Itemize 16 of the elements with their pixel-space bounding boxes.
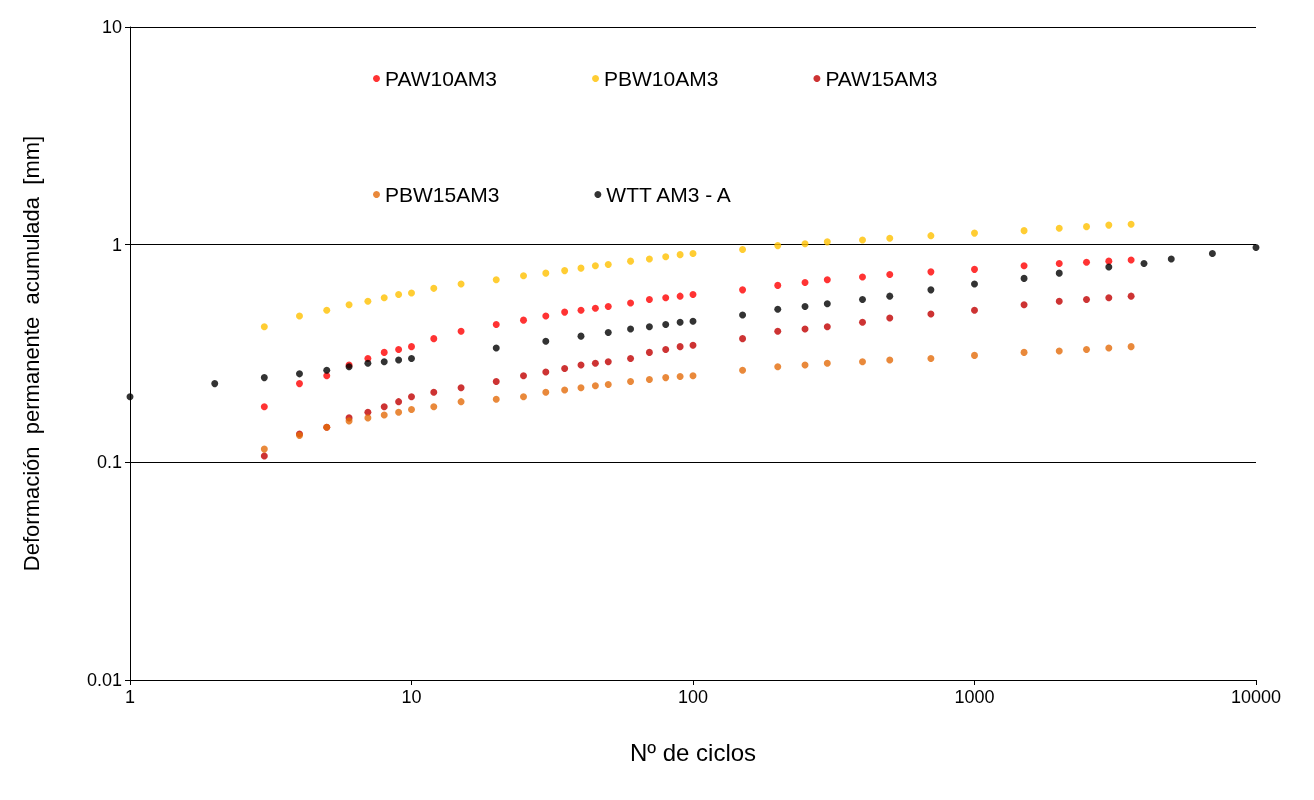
legend-label: PAW15AM3: [825, 67, 938, 90]
x-tick-label: 1: [124, 687, 136, 707]
legend-label: PBW15AM3: [385, 183, 500, 206]
legend-label: WTT AM3 - A: [606, 183, 731, 206]
x-tick-label: 10: [401, 687, 422, 707]
legend-label: PAW10AM3: [385, 67, 498, 90]
x-axis-title: Nº de ciclos: [629, 738, 757, 766]
legend-label: PBW10AM3: [604, 67, 719, 90]
y-tick-label: 10: [101, 17, 122, 37]
x-tick-label: 10000: [1230, 687, 1282, 707]
x-tick-label: 100: [677, 687, 709, 707]
x-tick-label: 1000: [954, 687, 995, 707]
y-tick-label: 0.1: [96, 452, 122, 473]
y-tick-label: 0.01: [86, 670, 122, 690]
y-axis-title: Deformación permanente acumulada [mm]: [18, 135, 44, 572]
y-tick-label: 1: [111, 234, 122, 255]
